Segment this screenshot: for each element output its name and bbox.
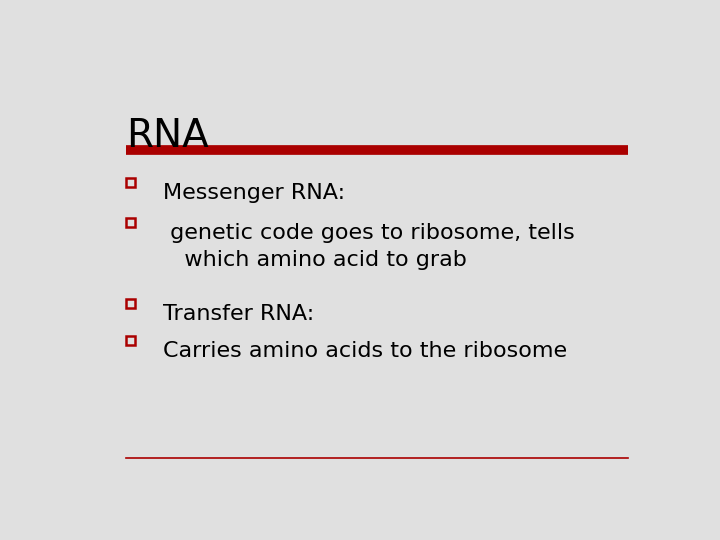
Bar <box>126 299 135 308</box>
Text: Carries amino acids to the ribosome: Carries amino acids to the ribosome <box>163 341 567 361</box>
Text: RNA: RNA <box>126 117 209 155</box>
Bar <box>126 336 135 346</box>
Text: genetic code goes to ribosome, tells
   which amino acid to grab: genetic code goes to ribosome, tells whi… <box>163 223 575 270</box>
Bar <box>126 178 135 187</box>
Bar <box>126 218 135 227</box>
Text: Messenger RNA:: Messenger RNA: <box>163 183 345 203</box>
Text: Transfer RNA:: Transfer RNA: <box>163 304 314 324</box>
